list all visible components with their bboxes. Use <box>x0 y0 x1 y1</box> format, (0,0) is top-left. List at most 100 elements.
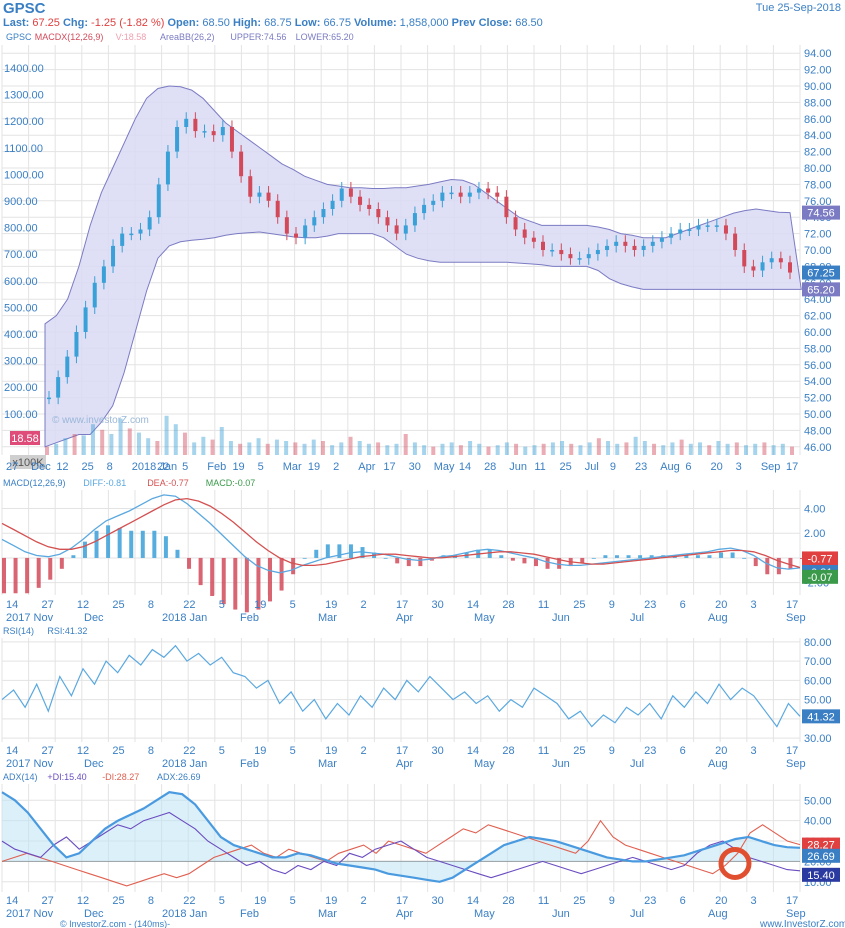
rsi-x-tick: 25 <box>573 745 585 757</box>
adx-x-tick: 27 <box>41 895 53 907</box>
volume-bar <box>412 442 417 455</box>
adx-x-tick: 14 <box>6 895 18 907</box>
volume-bar <box>403 434 408 455</box>
candle-body <box>541 241 545 250</box>
price-x-tick: Jun <box>509 461 527 473</box>
macd-histogram-bar <box>614 555 619 558</box>
last-value: 67.25 <box>32 17 60 29</box>
rsi-x-tick: 12 <box>77 745 89 757</box>
macd-x-tick-month: Apr <box>396 612 413 624</box>
volume-bar <box>560 441 565 455</box>
candle-body <box>358 196 363 205</box>
candle-body <box>165 151 170 185</box>
adx-legend-item: ADX:26.69 <box>157 772 201 782</box>
price-x-tick: Apr <box>358 461 375 473</box>
candle-body <box>330 200 335 209</box>
macd-x-tick: 5 <box>290 599 296 611</box>
volume-bar <box>698 442 703 455</box>
candle-body <box>412 213 417 226</box>
macd-histogram-bar <box>522 557 527 564</box>
price-panel[interactable]: GPSC MACDX(12,26,9) V:18.58 AreaBB(26,2) UPP… <box>1 32 840 473</box>
adx-panel[interactable]: ADX(14) +DI:15.40 -DI:28.27 ADX:26.69 50.00 4… <box>1 772 840 920</box>
left-axis-tick: 1400.00 <box>4 63 44 75</box>
price-x-tick: Feb <box>207 461 226 473</box>
price-legend-item: AreaBB(26,2) <box>160 32 215 42</box>
bollinger-band <box>44 85 802 448</box>
macd-histogram-bar <box>742 557 747 559</box>
volume-bar <box>357 441 362 455</box>
adx-x-tick: 17 <box>396 895 408 907</box>
left-axis-tick: 1200.00 <box>4 116 44 128</box>
macd-histogram-bar <box>418 557 423 567</box>
volume-bar <box>284 441 289 455</box>
right-axis-tick: 84.00 <box>804 130 832 142</box>
macd-histogram-bar <box>233 557 238 610</box>
candle-body <box>669 233 674 238</box>
adx-badge-bg <box>802 848 840 863</box>
price-x-tick: 5 <box>182 461 188 473</box>
adx-x-tick-month: Mar <box>318 908 337 920</box>
volume-unit-badge-bg <box>10 455 46 469</box>
last-label: Last: <box>3 17 30 29</box>
adx-x-tick: 9 <box>609 895 615 907</box>
right-axis-tick: 78.00 <box>804 179 832 191</box>
macd-x-tick: 19 <box>325 599 337 611</box>
macd-histogram-bar <box>82 541 87 558</box>
price-x-tick: 25 <box>560 461 572 473</box>
volume-bar <box>210 439 215 455</box>
macd-histogram-bar <box>603 555 608 558</box>
macd-histogram-bar <box>557 557 562 569</box>
macd-histogram-bar <box>348 544 353 558</box>
adx-right-tick: 40.00 <box>804 816 832 828</box>
volume-bar <box>100 429 105 455</box>
volume-bar <box>541 443 546 455</box>
macd-histogram-bar <box>695 555 700 558</box>
candle-body <box>257 192 262 197</box>
right-axis-tick: 56.00 <box>804 360 832 372</box>
volume-bar <box>734 442 739 455</box>
macd-histogram-bar <box>221 557 226 605</box>
left-axis-tick: 1000.00 <box>4 169 44 181</box>
price-x-tick: 30 <box>409 461 421 473</box>
open-label: Open: <box>167 17 200 29</box>
volume-bar <box>615 443 620 455</box>
candle-body <box>92 282 97 308</box>
right-axis-tick: 50.00 <box>804 409 832 421</box>
candle-body <box>266 192 271 201</box>
rsi-x-tick: 30 <box>431 745 443 757</box>
volume-bar <box>109 434 114 455</box>
candle-body <box>294 233 298 238</box>
volume-bar <box>155 441 160 455</box>
rsi-panel[interactable]: RSI(14)RSI:41.3280.0070.0060.0050.0040.0… <box>1 626 840 770</box>
upper-band-badge-bg <box>802 205 840 220</box>
macd-x-tick: 6 <box>680 599 686 611</box>
volume-bar <box>192 442 197 455</box>
macd-histogram-bar <box>580 557 585 564</box>
volume-bar <box>339 442 344 455</box>
candle-body <box>513 217 518 230</box>
volume-badge: 18.58 <box>11 433 39 445</box>
price-x-tick: 27 <box>6 461 18 473</box>
macd-histogram-bar <box>187 557 192 569</box>
adx-x-tick-month: Dec <box>84 908 104 920</box>
price-x-tick: May <box>434 461 455 473</box>
macd-panel[interactable]: MACD(12,26,9) DIFF:-0.81 DEA:-0.77 MACD:-0.… <box>1 478 838 624</box>
adx-x-tick-month: 2017 Nov <box>6 908 54 920</box>
candle-body <box>678 229 683 234</box>
macd-x-tick: 28 <box>502 599 514 611</box>
candle-body <box>248 176 253 197</box>
candle-body <box>147 217 152 230</box>
macd-histogram-bar <box>395 557 400 564</box>
macd-x-tick-month: 2018 Jan <box>162 612 207 624</box>
rsi-x-tick: 9 <box>609 745 615 757</box>
candle-body <box>56 377 61 398</box>
quote-date: Tue 25-Sep-2018 <box>755 2 841 14</box>
macd-x-tick: 17 <box>396 599 408 611</box>
candle-body <box>531 237 536 242</box>
macd-x-tick-month: Mar <box>318 612 337 624</box>
candle-body <box>239 151 244 177</box>
candle-body <box>202 131 207 133</box>
macd-histogram-bar <box>48 557 53 580</box>
rsi-x-tick-month: Aug <box>708 758 728 770</box>
